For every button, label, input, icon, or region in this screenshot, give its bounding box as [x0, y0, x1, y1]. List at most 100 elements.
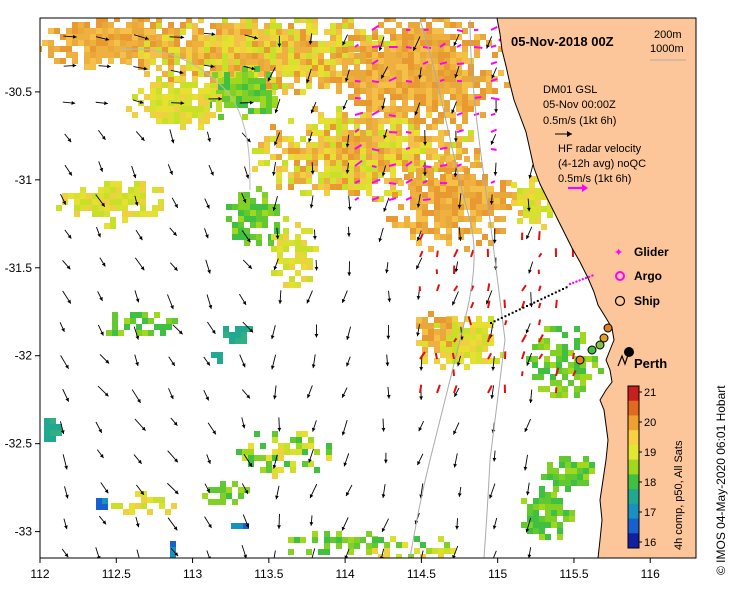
sst-pixel [234, 59, 240, 65]
glider-point [500, 316, 503, 319]
sst-pixel [288, 154, 294, 160]
sst-pixel [156, 106, 162, 112]
sst-pixel [545, 510, 551, 516]
sst-pixel [228, 29, 234, 35]
sst-pixel [482, 234, 488, 240]
sst-pixel [152, 187, 158, 193]
sst-pixel [140, 205, 146, 211]
sst-pixel [366, 172, 372, 178]
sst-pixel [410, 228, 416, 234]
sst-pixel [366, 148, 372, 154]
wind-arrowhead [416, 265, 420, 270]
sst-pixel [90, 40, 96, 46]
sst-pixel [300, 65, 306, 71]
sst-pixel [289, 282, 295, 288]
sst-pixel [535, 218, 541, 224]
sst-pixel [426, 112, 432, 118]
wind-arrowhead [453, 41, 458, 46]
wind-arrowhead [454, 392, 458, 397]
sst-pixel [426, 100, 432, 106]
sst-pixel [366, 76, 372, 82]
sst-pixel [408, 154, 414, 160]
wind-arrowhead [139, 100, 144, 104]
sst-pixel [432, 88, 438, 94]
sst-pixel [384, 52, 390, 58]
sst-pixel [384, 112, 390, 118]
sst-pixel [132, 94, 138, 100]
sst-pixel [414, 34, 420, 40]
sst-pixel [416, 222, 422, 228]
sst-pixel [532, 374, 538, 380]
sst-pixel [294, 53, 300, 59]
sst-pixel [288, 118, 294, 124]
wind-arrowhead [248, 462, 253, 467]
sst-pixel [242, 102, 248, 108]
hf-arrow-north [439, 61, 448, 65]
sst-pixel [440, 198, 446, 204]
sst-pixel [226, 216, 232, 222]
sst-pixel [156, 52, 162, 58]
sst-pixel [500, 180, 506, 186]
sst-pixel [104, 193, 110, 199]
glider-point-magenta [581, 278, 584, 281]
hf-arrow-south [436, 284, 441, 292]
sst-pixel [586, 356, 592, 362]
sst-pixel [410, 186, 416, 192]
sst-pixel [260, 84, 266, 90]
sst-pixel [422, 340, 428, 346]
sst-pixel [336, 154, 342, 160]
sst-pixel [450, 70, 456, 76]
hf-arrow-north [354, 97, 361, 100]
sst-pixel [326, 455, 332, 461]
sst-pixel [420, 34, 426, 40]
sst-pixel [456, 166, 462, 172]
sst-pixel [420, 58, 426, 64]
sst-pixel [422, 329, 428, 335]
sst-pixel [226, 204, 232, 210]
wind-arrowhead [137, 459, 142, 464]
sst-pixel [450, 154, 456, 160]
sst-pixel [256, 210, 262, 216]
sst-pixel [414, 118, 420, 124]
sst-pixel [476, 228, 482, 234]
hf-arrow-north [371, 165, 377, 168]
wind-arrowhead [140, 266, 145, 271]
sst-pixel [432, 82, 438, 88]
wind-arrowhead [141, 426, 146, 431]
sst-pixel [180, 76, 186, 82]
wind-arrowhead [453, 173, 458, 177]
wind-arrowhead [347, 206, 352, 211]
sst-pixel [386, 216, 392, 222]
sst-pixel [168, 22, 174, 28]
wind-arrowhead [65, 364, 69, 369]
sst-pixel [494, 358, 500, 364]
wind-arrowhead [205, 234, 209, 239]
sst-pixel [420, 542, 426, 548]
wind-arrowhead [454, 268, 459, 273]
sst-pixel [480, 76, 486, 82]
sst-pixel [138, 28, 144, 34]
sst-pixel [144, 106, 150, 112]
wind-arrowhead [309, 204, 314, 209]
sst-pixel [244, 240, 250, 246]
sst-pixel [56, 205, 62, 211]
sst-pixel [180, 65, 186, 71]
sst-pixel [446, 198, 452, 204]
ship-markers [575, 323, 613, 365]
sst-pixel [156, 94, 162, 100]
wind-arrowhead [272, 395, 277, 400]
hf-arrow-south [419, 384, 423, 394]
sst-pixel [256, 234, 262, 240]
sst-pixel [204, 41, 210, 47]
sst-pixel [336, 543, 342, 549]
sst-pixel [422, 335, 428, 341]
wind-arrowhead [489, 200, 494, 205]
sst-pixel [208, 499, 214, 505]
sst-pixel [390, 154, 396, 160]
sst-pixel [128, 187, 134, 193]
sst-pixel [150, 94, 156, 100]
sst-pixel [398, 222, 404, 228]
sst-pixel [180, 94, 186, 100]
wind-arrowhead [344, 77, 349, 82]
sst-pixel [414, 70, 420, 76]
